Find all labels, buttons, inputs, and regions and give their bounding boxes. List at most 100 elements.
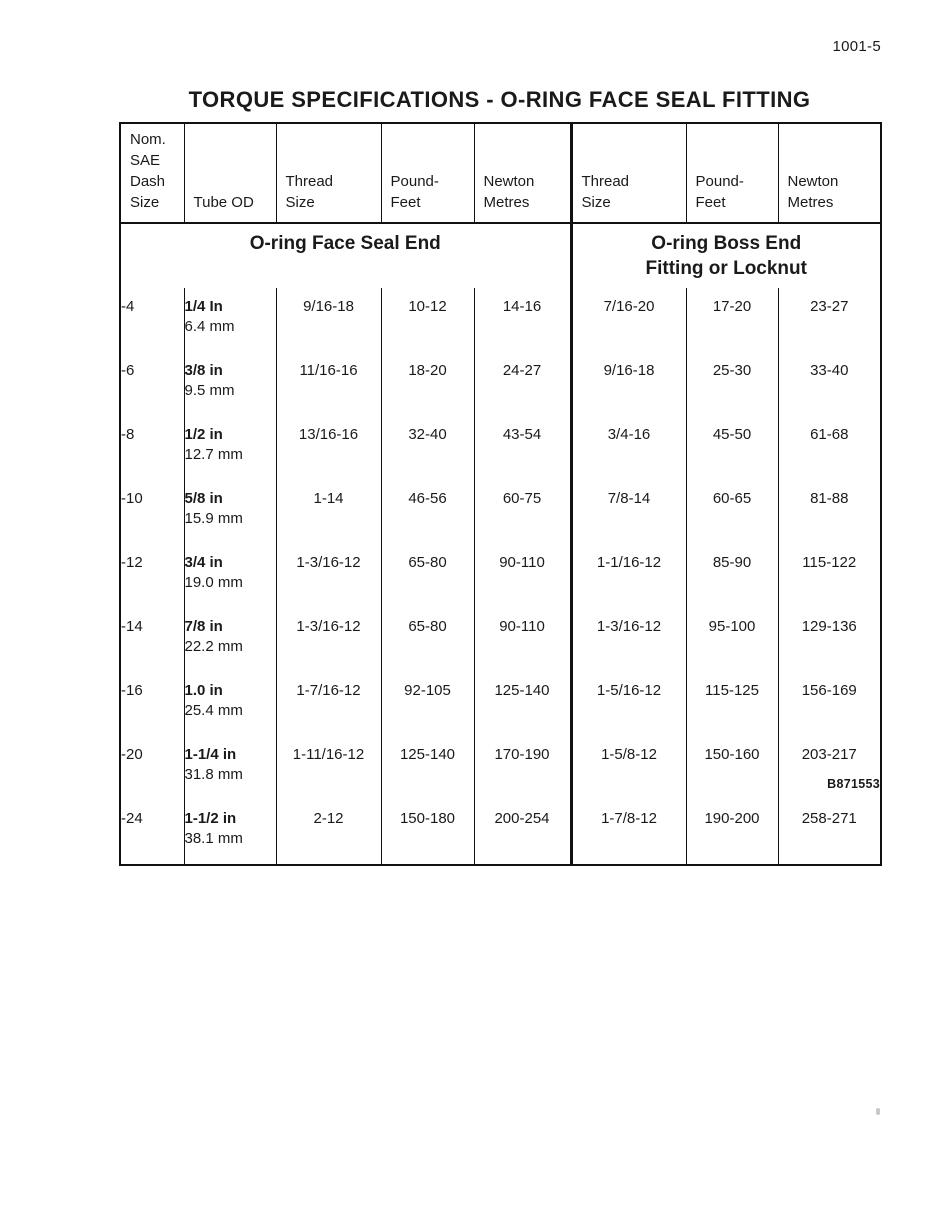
- tube-od-millimetres: 38.1 mm: [184, 830, 243, 847]
- cell-face-seal-newton-metres: 90-110: [473, 544, 571, 608]
- cell-boss-pound-feet: 115-125: [685, 672, 778, 736]
- cell-boss-thread-size: 1-3/16-12: [569, 608, 686, 672]
- plate-number: B871553: [827, 777, 880, 791]
- table-row: -24 1-1/2 in 38.1 mm 2-12 150-180 200-25…: [120, 800, 881, 865]
- cell-face-seal-pound-feet: 65-80: [380, 608, 474, 672]
- cell-face-seal-thread-size: 11/16-16: [275, 352, 381, 416]
- cell-face-seal-thread-size: 1-3/16-12: [275, 544, 381, 608]
- cell-boss-thread-size: 1-5/8-12: [569, 736, 686, 800]
- group-header-boss-end: O-ring Boss End Fitting or Locknut: [569, 223, 881, 288]
- table-row: -12 3/4 in 19.0 mm 1-3/16-12 65-80 90-11…: [120, 544, 881, 608]
- tube-od-inches: 3/4 in: [184, 554, 223, 571]
- table-row: -20 1-1/4 in 31.8 mm 1-11/16-12 125-140 …: [120, 736, 881, 800]
- cell-face-seal-pound-feet: 46-56: [380, 480, 474, 544]
- tube-od-inches: 7/8 in: [184, 618, 223, 635]
- cell-boss-pound-feet: 45-50: [685, 416, 778, 480]
- cell-boss-thread-size: 3/4-16: [569, 416, 686, 480]
- scan-artifact-mark: [876, 1108, 880, 1115]
- tube-od-millimetres: 9.5 mm: [184, 382, 235, 399]
- page-title: TORQUE SPECIFICATIONS - O-RING FACE SEAL…: [188, 86, 811, 112]
- cell-face-seal-newton-metres: 14-16: [473, 288, 571, 352]
- cell-boss-thread-size: 1-1/16-12: [569, 544, 686, 608]
- cell-tube-od: 1-1/2 in 38.1 mm: [183, 800, 276, 865]
- cell-boss-pound-feet: 25-30: [685, 352, 778, 416]
- cell-boss-pound-feet: 190-200: [685, 800, 778, 865]
- tube-od-inches: 1/4 In: [184, 298, 223, 315]
- col-header-face-seal-pound-feet: Pound- Feet: [380, 123, 474, 224]
- group-header-row: O-ring Face Seal End O-ring Boss End Fit…: [120, 223, 881, 288]
- tube-od-millimetres: 22.2 mm: [184, 638, 243, 655]
- tube-od-millimetres: 25.4 mm: [184, 702, 243, 719]
- cell-boss-newton-metres: 33-40: [777, 352, 881, 416]
- cell-boss-pound-feet: 17-20: [685, 288, 778, 352]
- col-header-face-seal-newton-metres: Newton Metres: [473, 123, 571, 224]
- cell-face-seal-newton-metres: 200-254: [473, 800, 571, 865]
- cell-boss-thread-size: 7/8-14: [569, 480, 686, 544]
- cell-boss-pound-feet: 150-160: [685, 736, 778, 800]
- table-row: -4 1/4 In 6.4 mm 9/16-18 10-12 14-16 7/1…: [120, 288, 881, 352]
- cell-dash-size: -14: [121, 618, 143, 635]
- cell-dash-size: -20: [121, 746, 143, 763]
- cell-boss-thread-size: 1-5/16-12: [569, 672, 686, 736]
- tube-od-inches: 1/2 in: [184, 426, 223, 443]
- page-number: 1001-5: [832, 38, 881, 55]
- cell-face-seal-newton-metres: 125-140: [473, 672, 571, 736]
- cell-face-seal-thread-size: 1-3/16-12: [275, 608, 381, 672]
- col-header-face-seal-thread-size: Thread Size: [275, 123, 381, 224]
- cell-tube-od: 1.0 in 25.4 mm: [183, 672, 276, 736]
- cell-tube-od: 1/4 In 6.4 mm: [183, 288, 276, 352]
- cell-dash-size: -10: [121, 490, 143, 507]
- cell-boss-pound-feet: 85-90: [685, 544, 778, 608]
- cell-boss-newton-metres: 81-88: [777, 480, 881, 544]
- cell-tube-od: 1/2 in 12.7 mm: [183, 416, 276, 480]
- tube-od-millimetres: 31.8 mm: [184, 766, 243, 783]
- torque-spec-table: Nom. SAE Dash Size Tube OD Thread Size P…: [119, 122, 882, 866]
- cell-boss-newton-metres: 156-169: [777, 672, 881, 736]
- cell-boss-newton-metres: 129-136: [777, 608, 881, 672]
- cell-boss-pound-feet: 60-65: [685, 480, 778, 544]
- cell-boss-thread-size: 9/16-18: [569, 352, 686, 416]
- cell-dash-size: -12: [121, 554, 143, 571]
- tube-od-millimetres: 6.4 mm: [184, 318, 235, 335]
- table-row: -8 1/2 in 12.7 mm 13/16-16 32-40 43-54 3…: [120, 416, 881, 480]
- tube-od-millimetres: 12.7 mm: [184, 446, 243, 463]
- col-header-boss-thread-size: Thread Size: [569, 123, 686, 224]
- col-header-dash-size: Nom. SAE Dash Size: [120, 123, 184, 224]
- cell-boss-thread-size: 1-7/8-12: [569, 800, 686, 865]
- cell-boss-thread-size: 7/16-20: [569, 288, 686, 352]
- cell-face-seal-thread-size: 9/16-18: [275, 288, 381, 352]
- cell-face-seal-pound-feet: 150-180: [380, 800, 474, 865]
- column-header-row: Nom. SAE Dash Size Tube OD Thread Size P…: [120, 123, 881, 224]
- cell-face-seal-thread-size: 1-14: [275, 480, 381, 544]
- cell-dash-size: -24: [121, 810, 143, 827]
- cell-face-seal-newton-metres: 43-54: [473, 416, 571, 480]
- tube-od-inches: 1-1/4 in: [184, 746, 237, 763]
- cell-boss-newton-metres: 23-27: [777, 288, 881, 352]
- cell-boss-pound-feet: 95-100: [685, 608, 778, 672]
- cell-dash-size: -16: [121, 682, 143, 699]
- table-row: -16 1.0 in 25.4 mm 1-7/16-12 92-105 125-…: [120, 672, 881, 736]
- cell-tube-od: 3/8 in 9.5 mm: [183, 352, 276, 416]
- table-row: -14 7/8 in 22.2 mm 1-3/16-12 65-80 90-11…: [120, 608, 881, 672]
- cell-face-seal-pound-feet: 92-105: [380, 672, 474, 736]
- col-header-boss-pound-feet: Pound- Feet: [685, 123, 778, 224]
- cell-boss-newton-metres: 203-217: [777, 736, 881, 800]
- cell-face-seal-pound-feet: 65-80: [380, 544, 474, 608]
- cell-face-seal-newton-metres: 90-110: [473, 608, 571, 672]
- cell-dash-size: -8: [121, 426, 135, 443]
- tube-od-inches: 5/8 in: [184, 490, 223, 507]
- cell-dash-size: -4: [121, 298, 135, 315]
- cell-face-seal-newton-metres: 60-75: [473, 480, 571, 544]
- table-body: -4 1/4 In 6.4 mm 9/16-18 10-12 14-16 7/1…: [120, 288, 881, 865]
- table-row: -6 3/8 in 9.5 mm 11/16-16 18-20 24-27 9/…: [120, 352, 881, 416]
- cell-tube-od: 5/8 in 15.9 mm: [183, 480, 276, 544]
- cell-boss-newton-metres: 115-122: [777, 544, 881, 608]
- cell-face-seal-pound-feet: 32-40: [380, 416, 474, 480]
- group-header-face-seal-end: O-ring Face Seal End: [249, 233, 441, 254]
- cell-tube-od: 7/8 in 22.2 mm: [183, 608, 276, 672]
- tube-od-millimetres: 15.9 mm: [184, 510, 243, 527]
- tube-od-inches: 1.0 in: [184, 682, 223, 699]
- cell-dash-size: -6: [121, 362, 135, 379]
- cell-boss-newton-metres: 258-271: [777, 800, 881, 865]
